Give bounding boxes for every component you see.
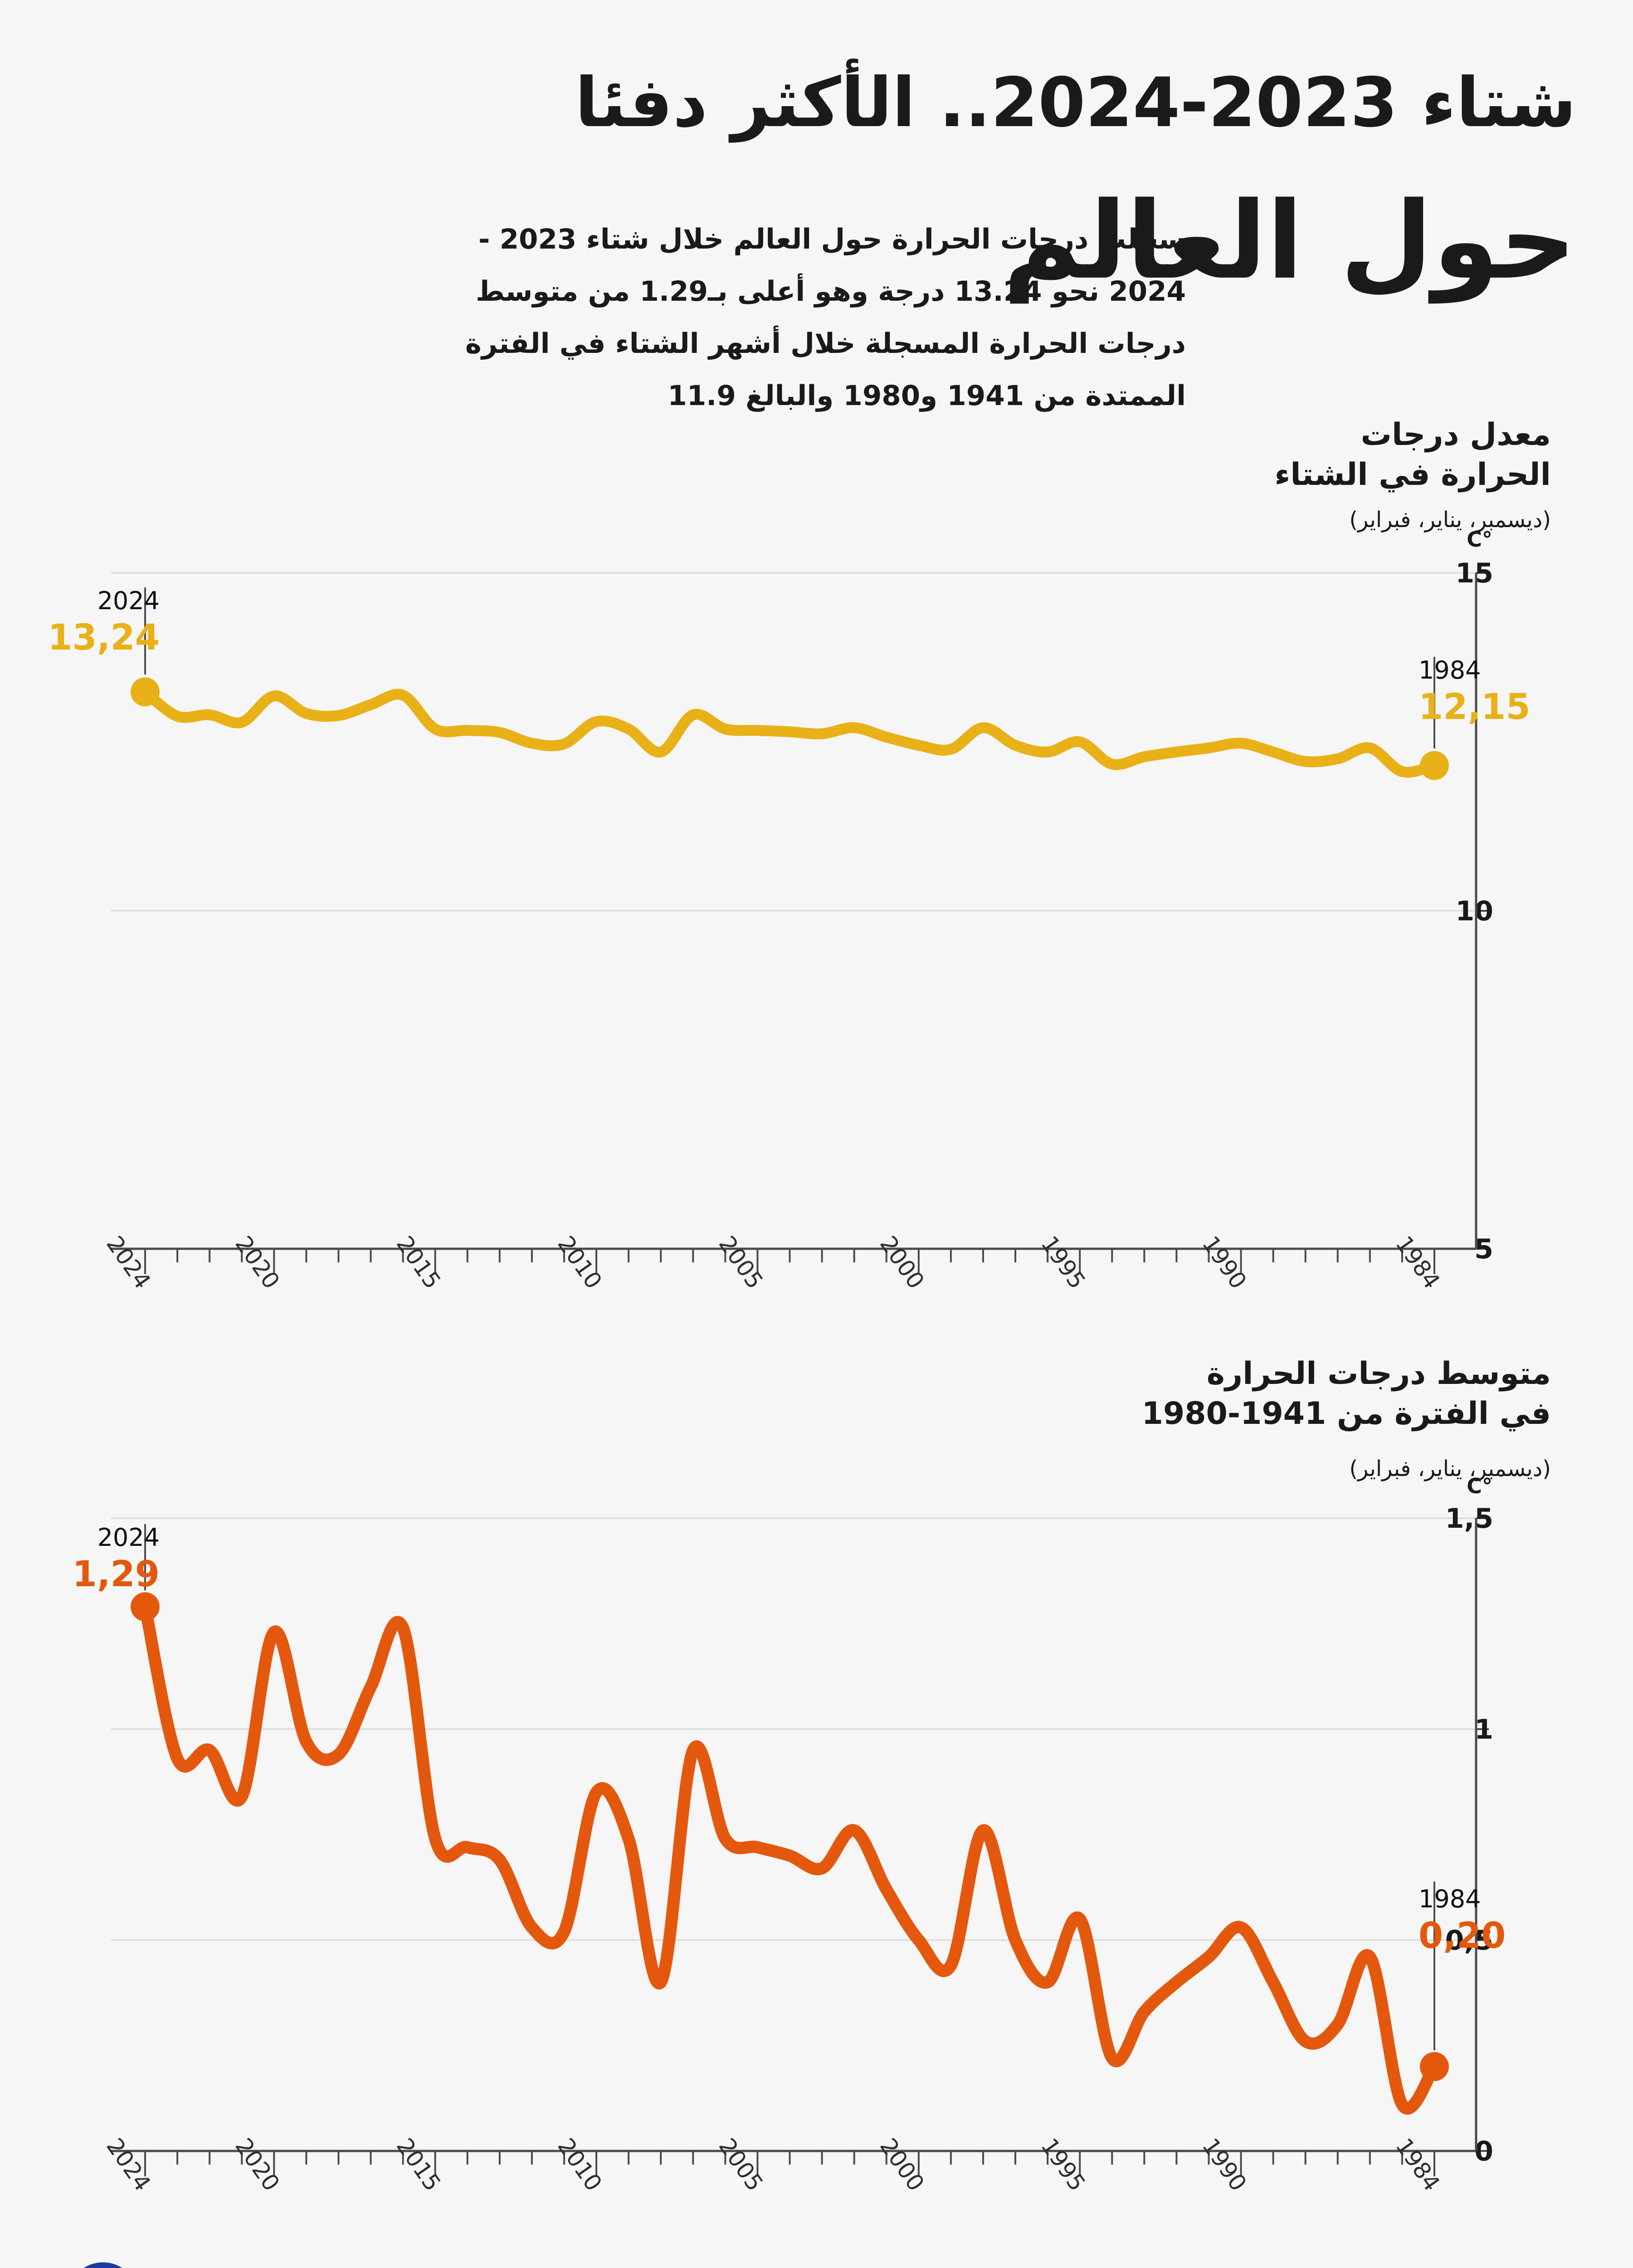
aa-logo-letters: AA <box>0 2267 73 2268</box>
x-tick-year-label: 2015 <box>391 2133 446 2196</box>
x-tick-year-label: 1995 <box>1036 2133 1090 2196</box>
x-tick-year-label: 2024 <box>101 1231 156 1294</box>
x-tick-year-label: 1990 <box>1197 2133 1252 2196</box>
x-tick-year-label: 1990 <box>1197 1231 1252 1294</box>
data-point-dot-end <box>1420 2052 1449 2081</box>
x-tick-year-label: 2005 <box>714 2133 768 2196</box>
x-tick-year-label: 2005 <box>714 1231 768 1294</box>
chart1-unit-label: °C <box>1467 527 1492 552</box>
x-tick-year-label: 2000 <box>875 1231 929 1294</box>
x-tick-year-label: 2020 <box>230 2133 284 2196</box>
data-point-dot-start <box>131 1592 160 1622</box>
x-tick-year-label: 2010 <box>552 2133 607 2196</box>
y-tick-label: 1,5 <box>1445 1503 1493 1535</box>
y-tick-label: 0 <box>1474 2136 1493 2167</box>
x-tick-year-label: 1984 <box>1390 2133 1445 2196</box>
page-subtitle: سجلت درجات الحرارة حول العالم خلال شتاء … <box>465 223 1186 412</box>
chart2-subtitle: (ديسمبر، يناير، فبراير) <box>1349 1456 1551 1481</box>
chart1-series <box>131 677 1449 780</box>
x-tick-year-label: 2000 <box>875 2133 929 2196</box>
x-tick-year-label: 1995 <box>1036 1231 1090 1294</box>
y-tick-label: 10 <box>1456 895 1494 927</box>
x-tick-year-label: 2020 <box>230 1231 284 1294</box>
page-title-line2: حول العالم <box>1003 179 1576 303</box>
x-tick-year-label: 2010 <box>552 1231 607 1294</box>
chart1-axes: 15 10 5 2024 2020 2015 2010 2005 2000 1995 1990 198… <box>101 557 1493 1294</box>
aa-logo: AA <box>0 2262 122 2268</box>
chart1-subtitle: (ديسمبر، يناير، فبراير) <box>1349 507 1551 533</box>
y-tick-label: 5 <box>1474 1233 1493 1265</box>
x-tick-year-label: 2015 <box>391 1231 446 1294</box>
y-tick-label: 0,5 <box>1445 1925 1493 1956</box>
chart2-annotation-value-2024: 1,29 <box>73 1554 160 1595</box>
chart1-annotation-year-2024: 2024 <box>97 587 160 615</box>
data-point-dot-start <box>131 677 160 707</box>
chart1-annotation-year-1984: 1984 <box>1419 656 1481 684</box>
page-title-line1: شتاء 2023-2024.. الأكثر دفئا <box>575 64 1577 142</box>
x-tick-year-label: 1984 <box>1390 1231 1445 1294</box>
chart2-annotation-value-1984: 0,20 <box>1419 1916 1506 1956</box>
y-tick-label: 15 <box>1456 557 1494 589</box>
chart2-unit-label: °C <box>1467 1474 1492 1498</box>
chart1-title: معدل درجات الحرارة في الشتاء <box>1274 417 1551 493</box>
chart2-axes: 1,5 1 0,5 0 2024 2020 2015 2010 2005 2000 1995 1990… <box>101 1503 1493 2196</box>
chart2-annotation-year-2024: 2024 <box>97 1523 160 1552</box>
y-tick-label: 1 <box>1474 1714 1493 1745</box>
chart1-grid <box>111 572 1476 912</box>
temperature-line <box>139 1600 1441 2115</box>
chart2-series <box>131 1592 1449 2115</box>
chart1-annotation-value-2024: 13,24 <box>48 617 160 658</box>
chart2-title: متوسط درجات الحرارة في الفترة من 1941-19… <box>1141 1356 1551 1432</box>
chart1-annotation-value-1984: 12,15 <box>1419 687 1531 728</box>
chart2-annotation-year-1984: 1984 <box>1419 1885 1481 1913</box>
temperature-line <box>140 686 1440 778</box>
x-tick-year-label: 2024 <box>101 2133 156 2196</box>
data-point-dot-end <box>1420 751 1449 780</box>
chart2-grid <box>111 1517 1476 1941</box>
